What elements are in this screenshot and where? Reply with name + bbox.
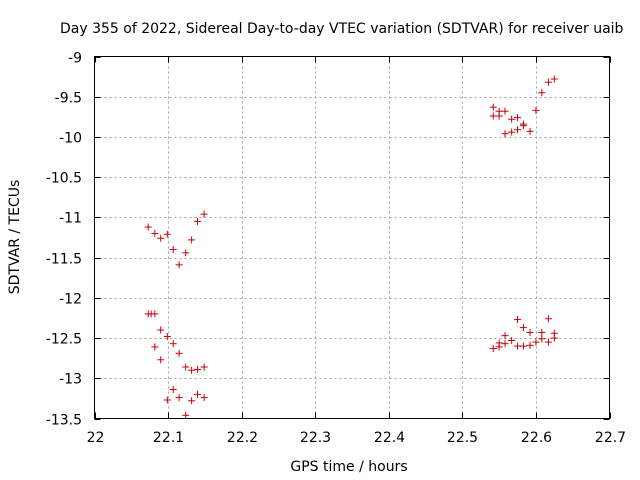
data-point (495, 112, 503, 120)
data-point (151, 310, 159, 318)
data-point (157, 234, 165, 242)
x-tick-label: 22.7 (595, 430, 626, 446)
data-point (544, 315, 552, 323)
data-point (175, 261, 183, 269)
data-point (175, 394, 183, 402)
data-points (144, 75, 558, 419)
x-tick-label: 22 (87, 430, 105, 446)
data-point (157, 326, 165, 334)
data-point (182, 249, 190, 257)
data-point (188, 236, 196, 244)
y-tick-label: -13 (59, 372, 82, 388)
data-point (501, 332, 509, 340)
x-tick-labels: 22 22.1 22.2 22.3 22.4 22.5 22.6 22.7 (87, 430, 627, 446)
x-tick-label: 22.5 (447, 430, 478, 446)
data-point (514, 126, 522, 134)
x-tick-label: 22.3 (300, 430, 331, 446)
y-tick-label: -10 (59, 131, 82, 147)
data-point (200, 394, 208, 402)
data-point (169, 340, 177, 348)
data-point (532, 338, 540, 346)
data-point (508, 336, 516, 344)
data-point (144, 223, 152, 231)
data-point (538, 89, 546, 97)
data-point (495, 339, 503, 347)
x-tick-label: 22.4 (374, 430, 405, 446)
data-point (532, 106, 540, 114)
data-point (526, 328, 534, 336)
x-tick-label: 22.2 (227, 430, 258, 446)
y-tick-labels: -9 -9.5 -10 -10.5 -11 -11.5 -12 -12.5 -13 -13.5 (46, 51, 82, 429)
y-tick-label: -13.5 (46, 413, 82, 429)
data-point (157, 356, 165, 364)
data-point (188, 397, 196, 405)
y-tick-label: -10.5 (46, 171, 82, 187)
x-axis-label: GPS time / hours (290, 459, 407, 475)
data-point (163, 332, 171, 340)
y-tick-label: -11 (59, 211, 82, 227)
data-point (175, 349, 183, 357)
data-point (194, 365, 201, 373)
data-point (538, 328, 546, 336)
data-point (489, 103, 497, 111)
data-point (182, 363, 190, 371)
data-point (538, 335, 546, 343)
data-point (169, 246, 177, 254)
data-point (508, 128, 516, 136)
data-point (514, 316, 522, 324)
data-point (188, 366, 196, 374)
chart-title: Day 355 of 2022, Sidereal Day-to-day VTE… (60, 21, 624, 37)
plot-frame (94, 56, 610, 419)
data-point (151, 229, 159, 237)
data-point (489, 345, 497, 353)
data-point (169, 386, 177, 394)
data-point (200, 210, 208, 218)
data-point (550, 329, 558, 337)
y-tick-label: -12 (59, 292, 82, 308)
data-point (163, 230, 171, 238)
data-point (489, 112, 497, 120)
data-point (194, 390, 201, 398)
data-point (526, 127, 534, 135)
data-point (508, 115, 516, 123)
data-point (544, 78, 552, 86)
y-tick-label: -11.5 (46, 252, 82, 268)
data-point (501, 340, 509, 348)
data-point (151, 343, 159, 351)
axis-ticks (94, 56, 611, 420)
data-point (550, 75, 558, 83)
data-point (501, 130, 509, 138)
data-point (163, 396, 171, 404)
y-tick-label: -9 (68, 51, 82, 67)
x-tick-label: 22.6 (521, 430, 552, 446)
data-point (194, 217, 201, 225)
data-point (182, 411, 190, 419)
y-tick-label: -9.5 (55, 91, 82, 107)
data-point (526, 341, 534, 349)
data-point (519, 342, 527, 350)
data-point (514, 342, 522, 350)
data-point (514, 114, 522, 122)
y-axis-label: SDTVAR / TECUs (7, 180, 23, 295)
data-point (200, 363, 208, 371)
data-point (544, 338, 552, 346)
data-point (501, 107, 509, 115)
y-tick-label: -12.5 (46, 332, 82, 348)
grid-lines (94, 56, 610, 419)
data-point (519, 122, 527, 130)
data-point (519, 324, 527, 332)
x-tick-label: 22.1 (153, 430, 184, 446)
